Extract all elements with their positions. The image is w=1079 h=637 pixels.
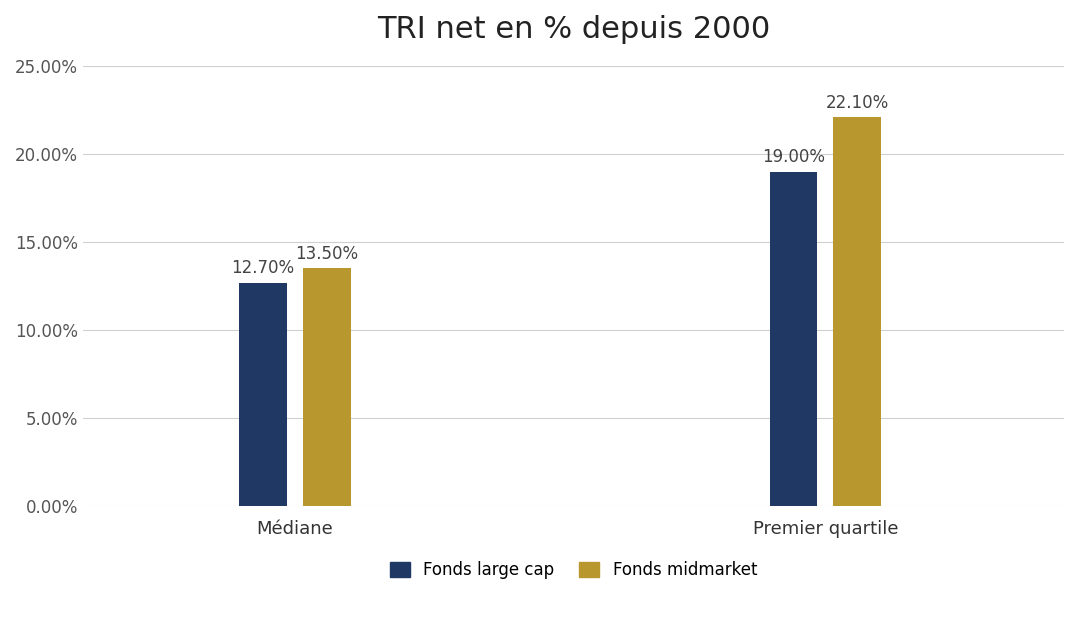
Text: 19.00%: 19.00% [762, 148, 825, 166]
Bar [240, 283, 287, 506]
Legend: Fonds large cap, Fonds midmarket: Fonds large cap, Fonds midmarket [383, 554, 764, 585]
Bar [833, 117, 882, 506]
Text: 22.10%: 22.10% [825, 94, 889, 111]
Bar [303, 268, 351, 506]
Bar [769, 171, 818, 506]
Text: 13.50%: 13.50% [296, 245, 358, 263]
Text: 12.70%: 12.70% [232, 259, 295, 277]
Title: TRI net en % depuis 2000: TRI net en % depuis 2000 [377, 15, 770, 44]
